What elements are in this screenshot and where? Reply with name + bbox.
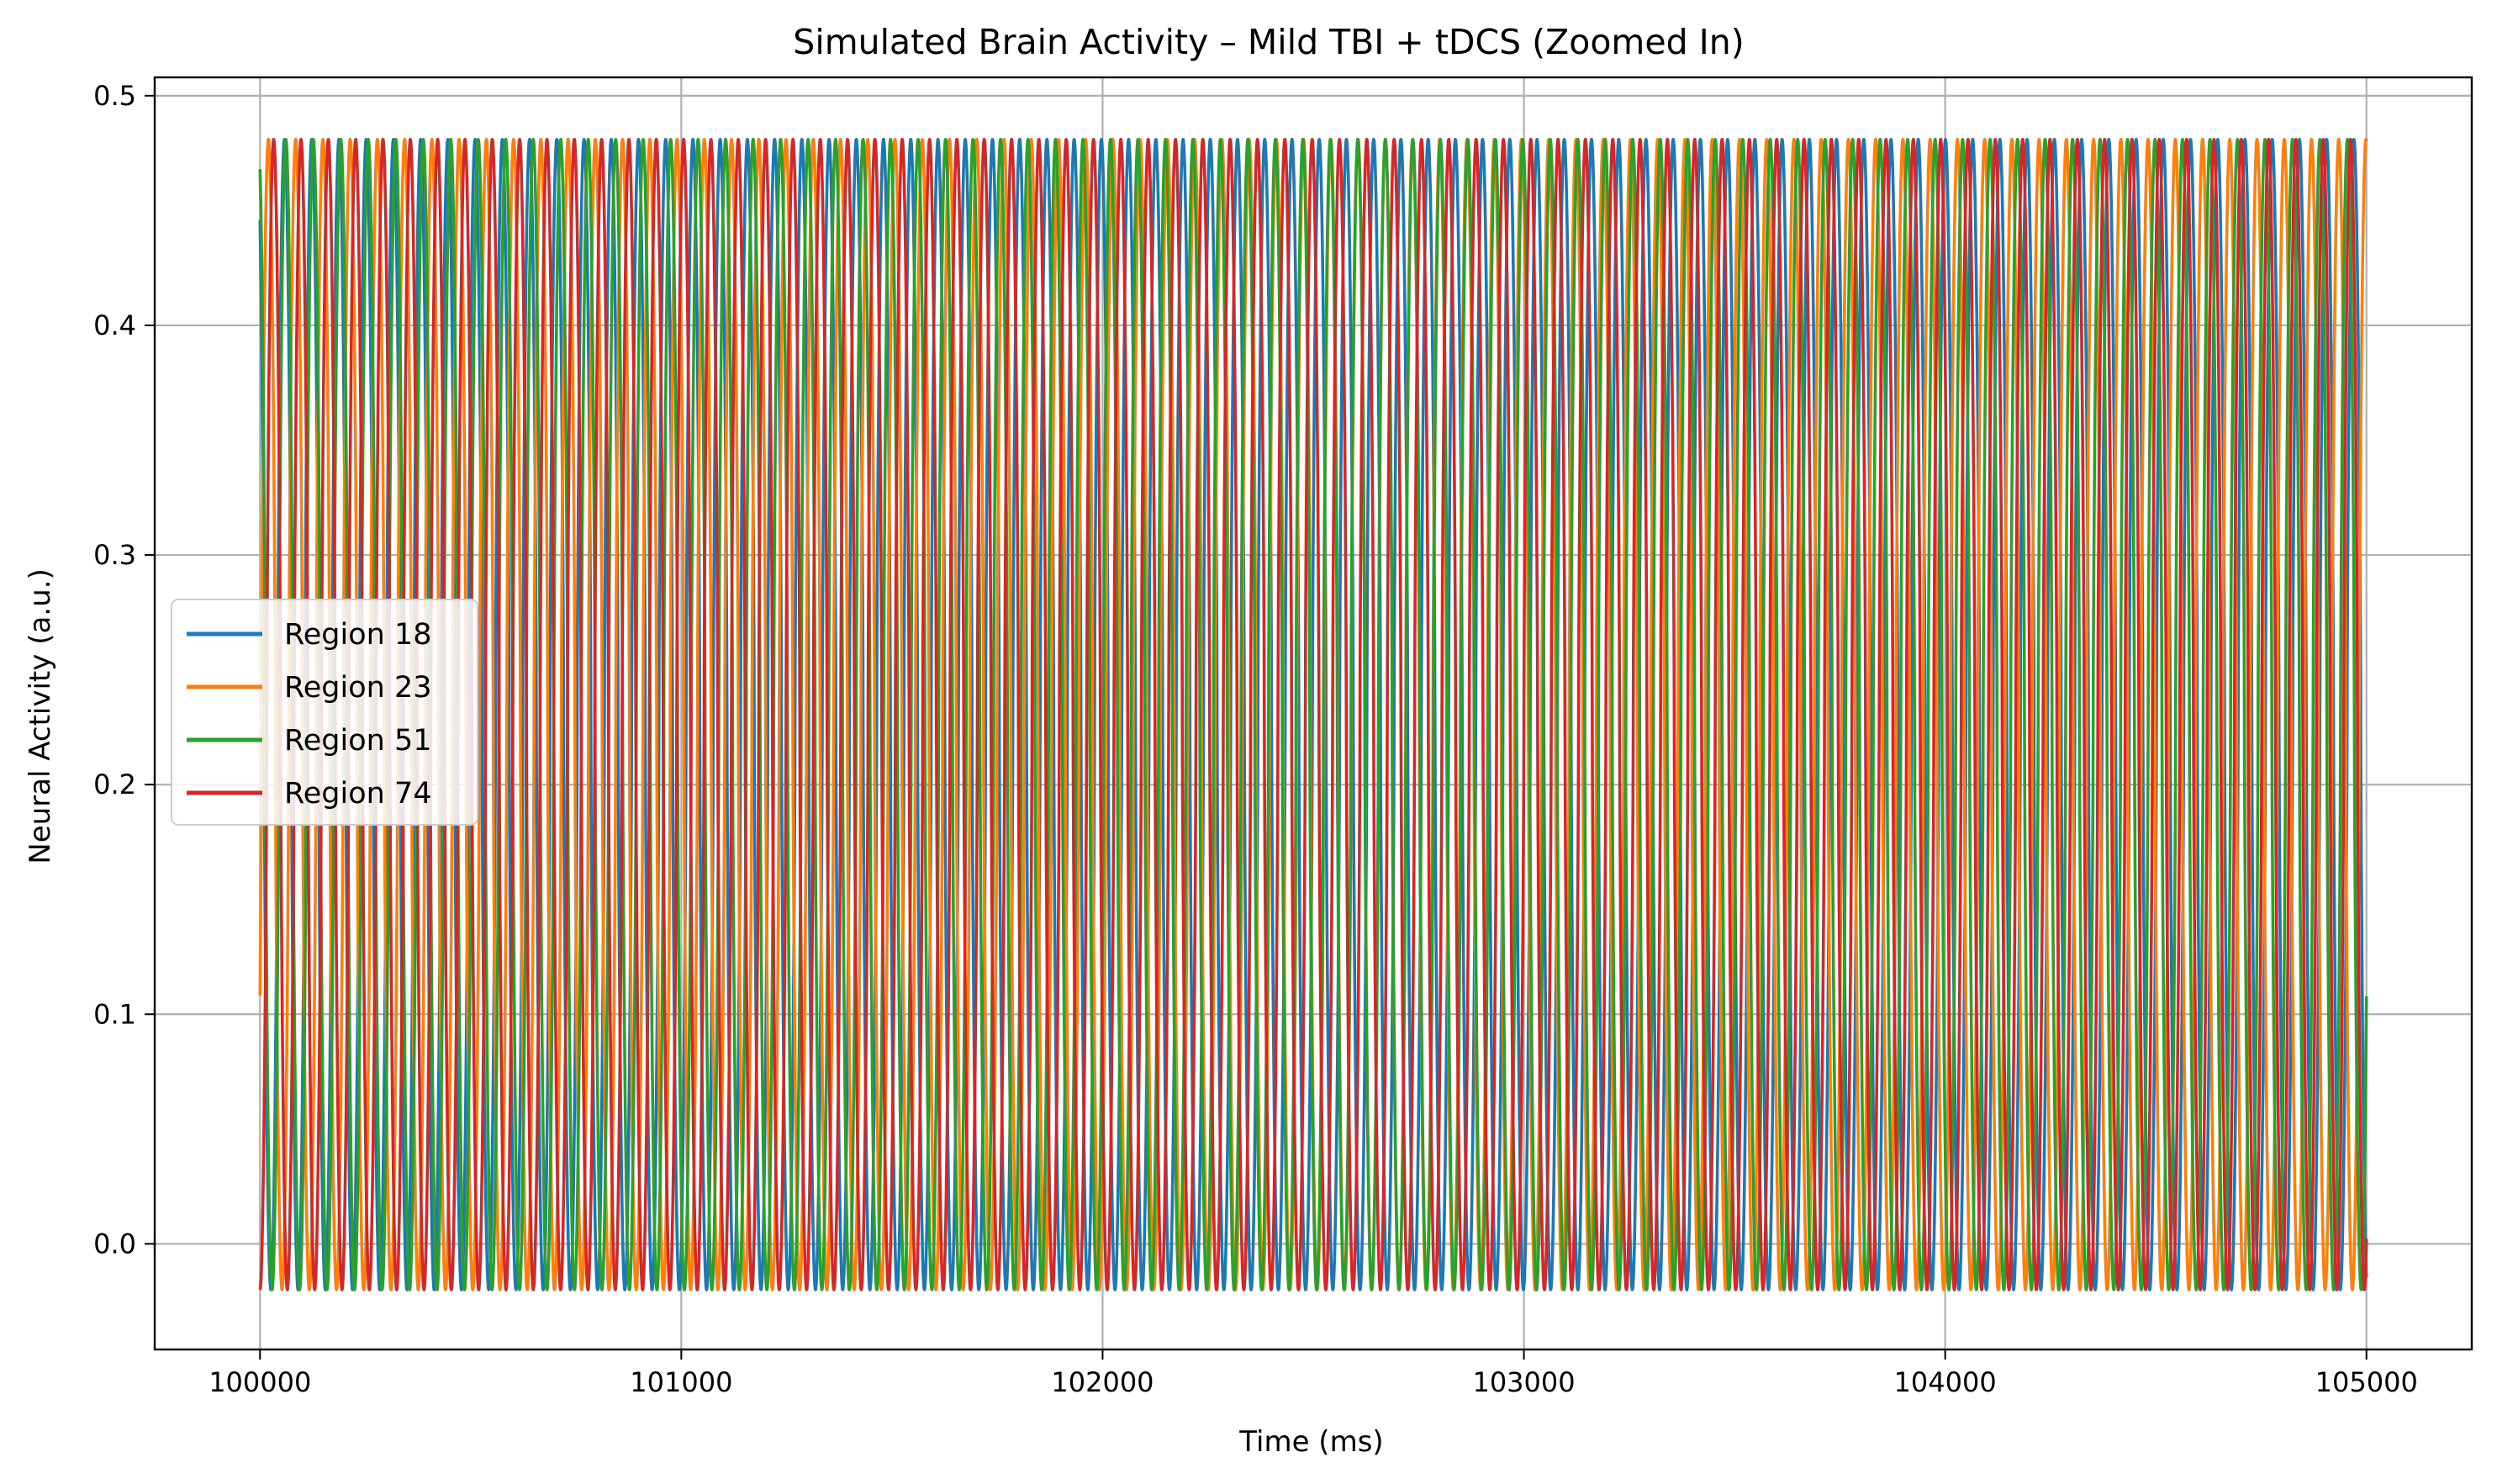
x-tick-label: 100000 <box>209 1366 311 1398</box>
legend-label: Region 51 <box>284 724 431 758</box>
series-line-region-51 <box>258 137 2368 1291</box>
x-tick-label: 104000 <box>1894 1366 1997 1398</box>
y-tick-label: 0.4 <box>93 309 136 341</box>
legend-box <box>171 599 478 826</box>
y-tick-label: 0.0 <box>93 1228 136 1260</box>
x-tick-label: 103000 <box>1472 1366 1575 1398</box>
legend-label: Region 74 <box>284 777 431 811</box>
x-tick-label: 102000 <box>1051 1366 1153 1398</box>
x-tick-label: 105000 <box>2315 1366 2418 1398</box>
plot-frame <box>153 76 2473 1351</box>
legend: Region 18 Region 23 Region 51 Region 74 <box>171 599 478 826</box>
series-line-region-18 <box>258 137 2368 1291</box>
y-tick-label: 0.2 <box>93 768 136 800</box>
ticks: 100000 101000 102000 103000 104000 105000 0.0 0… <box>93 80 2418 1398</box>
series-layer <box>258 137 2368 1291</box>
y-axis-label: Neural Activity (a.u.) <box>24 568 57 863</box>
chart-title: Simulated Brain Activity – Mild TBI + tD… <box>793 22 1744 62</box>
x-tick-label: 101000 <box>630 1366 732 1398</box>
legend-label: Region 23 <box>284 671 431 705</box>
y-tick-label: 0.5 <box>93 80 136 112</box>
y-tick-label: 0.3 <box>93 539 136 571</box>
series-line-region-74 <box>258 137 2368 1291</box>
y-tick-label: 0.1 <box>93 998 136 1030</box>
legend-label: Region 18 <box>284 618 431 652</box>
x-axis-label: Time (ms) <box>1238 1425 1383 1459</box>
